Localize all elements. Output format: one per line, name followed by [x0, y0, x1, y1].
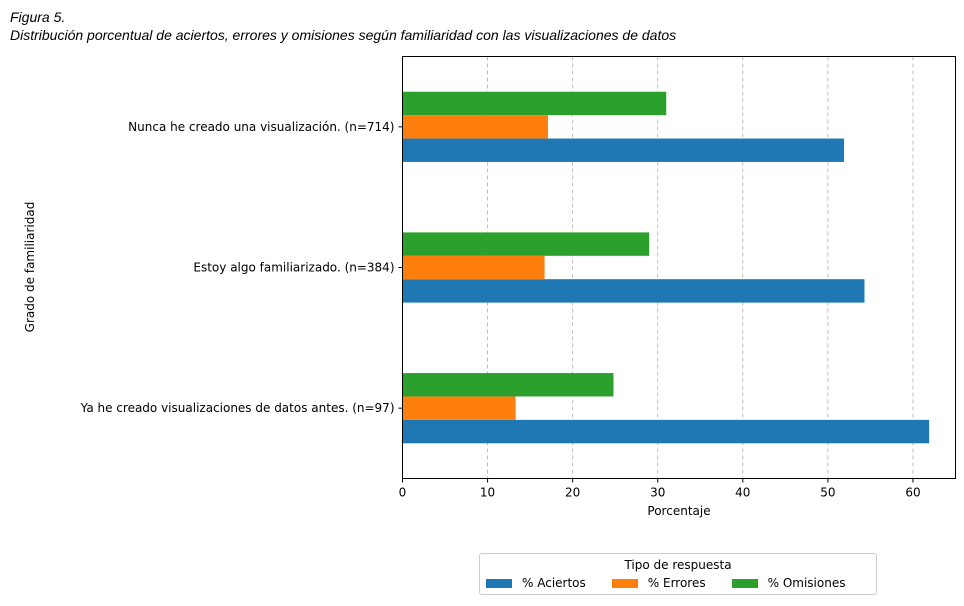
figure-label: Figura 5.: [10, 9, 66, 25]
legend-item: % Omisiones: [731, 576, 846, 590]
legend-label: % Errores: [647, 576, 706, 590]
figure-caption: Distribución porcentual de aciertos, err…: [10, 27, 677, 43]
bar: [402, 255, 545, 280]
x-tick-label: 60: [905, 486, 920, 500]
x-tick-label: 40: [735, 486, 750, 500]
bar: [402, 115, 548, 139]
legend-swatch: [731, 578, 758, 588]
y-axis-ticks: Nunca he creado una visualización. (n=71…: [80, 120, 403, 415]
legend-label: % Aciertos: [522, 576, 586, 590]
bar: [402, 138, 845, 162]
bar: [402, 373, 614, 397]
x-tick-label: 20: [565, 486, 580, 500]
bar: [402, 396, 516, 420]
x-tick-label: 30: [650, 486, 665, 500]
bar: [402, 91, 667, 116]
grid-lines: [487, 56, 914, 479]
legend-title: Tipo de respuesta: [624, 558, 732, 572]
legend-swatch: [611, 578, 638, 588]
x-axis-label: Porcentaje: [647, 504, 710, 518]
y-tick-label: Nunca he creado una visualización. (n=71…: [128, 120, 394, 134]
legend: Tipo de respuesta % Aciertos % Errores % O…: [479, 553, 877, 595]
x-tick-label: 0: [399, 486, 407, 500]
x-axis-ticks: 0 10 20 30 40 50 60: [399, 478, 921, 500]
bar: [402, 419, 930, 444]
bar: [402, 232, 650, 256]
x-tick-label: 10: [480, 486, 495, 500]
y-tick-label: Ya he creado visualizaciones de datos an…: [80, 401, 395, 415]
x-tick-label: 50: [820, 486, 835, 500]
legend-label: % Omisiones: [767, 576, 846, 590]
legend-items: % Aciertos % Errores % Omisiones: [486, 576, 845, 590]
bar: [402, 279, 865, 303]
legend-item: % Errores: [611, 576, 706, 590]
legend-item: % Aciertos: [486, 576, 586, 590]
bars: [402, 91, 930, 444]
legend-swatch: [486, 578, 512, 588]
y-tick-label: Estoy algo familiarizado. (n=384): [193, 261, 394, 275]
y-axis-label: Grado de familiaridad: [23, 202, 37, 333]
figure-heading: Figura 5. Distribución porcentual de aci…: [10, 8, 676, 44]
